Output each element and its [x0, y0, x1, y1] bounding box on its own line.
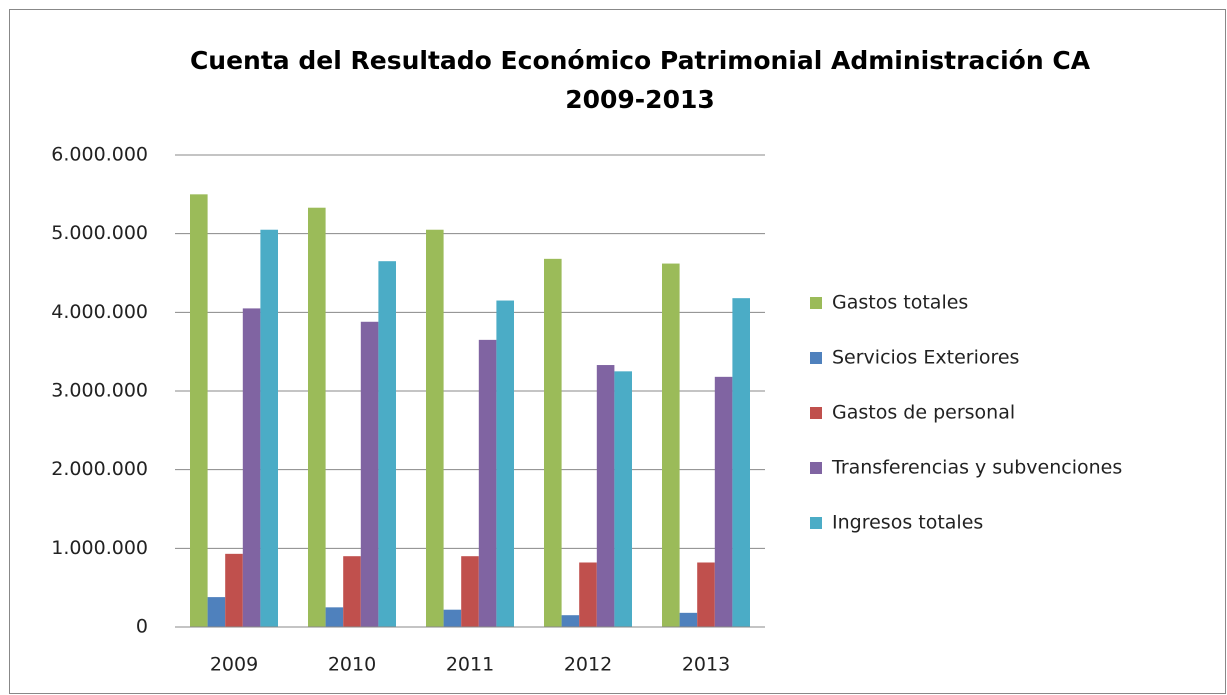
bar	[378, 261, 396, 627]
legend-label: Ingresos totales	[832, 512, 983, 534]
bar	[426, 229, 444, 627]
x-tick-label: 2013	[682, 654, 730, 676]
bar	[614, 371, 632, 627]
y-tick-label: 2.000.000	[51, 458, 148, 480]
chart-subtitle: 2009-2013	[565, 85, 715, 114]
bar	[732, 298, 750, 627]
legend-label: Gastos totales	[832, 292, 968, 314]
y-tick-label: 6.000.000	[51, 144, 148, 166]
y-tick-label: 3.000.000	[51, 380, 148, 402]
y-tick-label: 1.000.000	[51, 537, 148, 559]
legend-swatch	[810, 297, 822, 309]
bar	[461, 556, 479, 627]
bar	[579, 562, 597, 627]
x-tick-label: 2010	[328, 654, 376, 676]
x-tick-label: 2011	[446, 654, 494, 676]
legend-swatch	[810, 517, 822, 529]
legend-label: Servicios Exteriores	[832, 347, 1019, 369]
bar	[596, 365, 615, 627]
bar	[190, 194, 208, 628]
bar	[343, 556, 361, 627]
x-tick-label: 2009	[210, 654, 258, 676]
bar	[714, 376, 733, 627]
legend-swatch	[810, 407, 822, 419]
legend-swatch	[810, 352, 822, 364]
bar	[662, 263, 680, 627]
bar	[325, 607, 344, 627]
chart-title: Cuenta del Resultado Económico Patrimoni…	[190, 46, 1091, 75]
bar	[308, 207, 326, 627]
y-tick-label: 0	[136, 616, 148, 638]
y-tick-label: 5.000.000	[51, 222, 148, 244]
bar	[561, 615, 580, 627]
bar	[544, 258, 562, 627]
bar	[207, 597, 226, 627]
legend-label: Transferencias y subvenciones	[831, 457, 1122, 479]
legend-label: Gastos de personal	[832, 402, 1015, 424]
bar	[478, 339, 497, 627]
bar	[697, 562, 715, 627]
y-tick-label: 4.000.000	[51, 301, 148, 323]
x-tick-label: 2012	[564, 654, 612, 676]
bar	[242, 308, 261, 627]
bar	[360, 321, 379, 627]
bar	[443, 609, 462, 627]
bar	[260, 229, 278, 627]
legend-swatch	[810, 462, 822, 474]
bar	[496, 300, 514, 627]
bar	[679, 612, 698, 627]
bar	[225, 553, 243, 627]
